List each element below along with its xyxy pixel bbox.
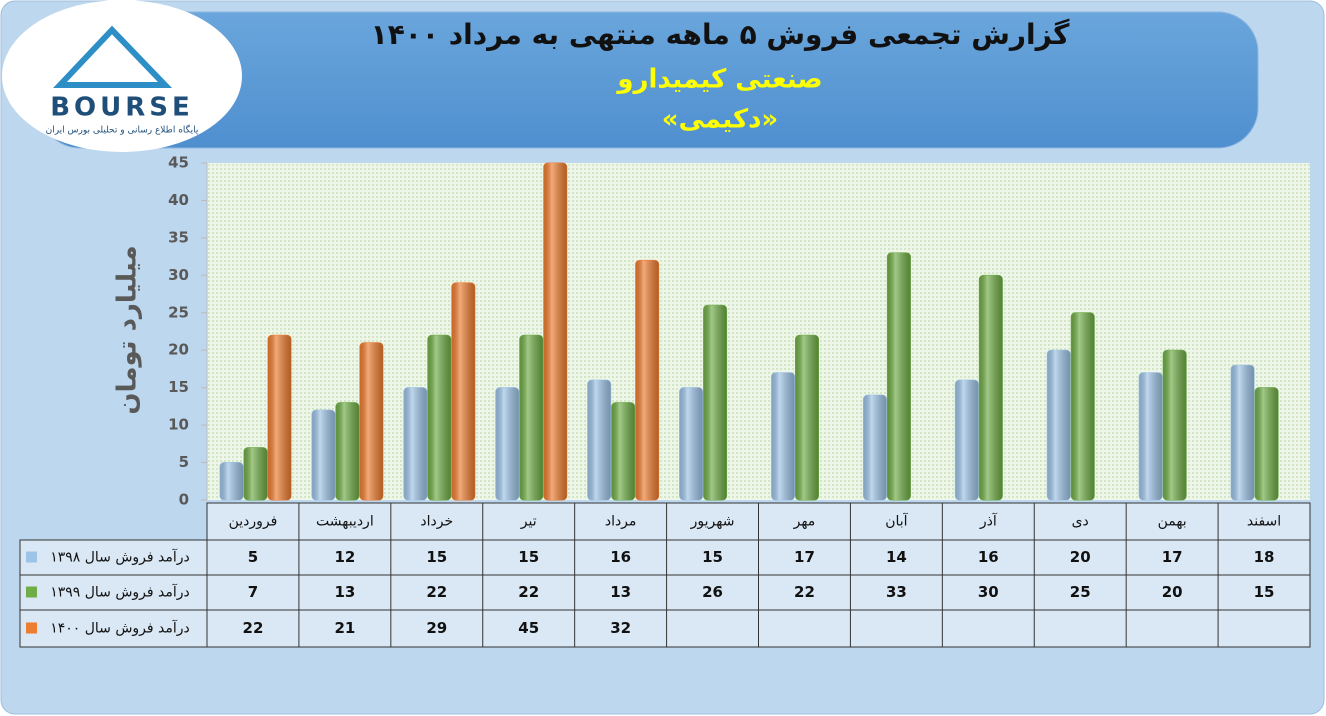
y-tick-label: 25: [168, 303, 189, 321]
legend-swatch: [26, 586, 37, 598]
bar-shade: [863, 395, 887, 500]
bar-shade: [1163, 350, 1187, 500]
bar-shade: [403, 387, 427, 500]
bar-shade: [519, 335, 543, 500]
bar-shade: [1071, 312, 1095, 500]
bar-shade: [771, 372, 795, 500]
y-tick-label: 35: [168, 228, 189, 246]
data-label: 22: [426, 583, 447, 601]
logo-text: BOURSE: [50, 93, 194, 123]
bar-shade: [979, 275, 1003, 500]
legend-swatch: [26, 622, 37, 634]
bar-shade: [703, 305, 727, 500]
logo-mark: [53, 25, 173, 88]
y-tick-label: 10: [168, 416, 189, 434]
bar-shade: [887, 252, 911, 500]
bar-shade: [268, 335, 291, 500]
data-label: 14: [886, 548, 907, 566]
legend-label: درآمد فروش سال ۱۳۹۹: [50, 584, 190, 601]
data-label: 18: [1254, 548, 1275, 566]
chart-title: گزارش تجمعی فروش ۵ ماهه منتهی به مرداد ۱…: [371, 18, 1070, 51]
data-label: 13: [334, 583, 355, 601]
bar-shade: [679, 387, 703, 500]
plot-area: [207, 163, 1310, 500]
y-tick-label: 40: [168, 191, 189, 209]
x-tick-label: شهریور: [690, 514, 735, 530]
bar-shade: [1255, 387, 1279, 500]
data-label: 15: [1254, 583, 1275, 601]
data-label: 22: [794, 583, 815, 601]
y-tick-label: 5: [179, 453, 189, 471]
data-label: 21: [334, 619, 355, 637]
data-label: 7: [248, 583, 258, 601]
table-bg: [19, 539, 1311, 648]
chart-subtitle: صنعتی کیمیدارو: [615, 65, 822, 95]
bar-shade: [495, 387, 519, 500]
data-label: 13: [610, 583, 631, 601]
bar-shade: [244, 447, 267, 500]
bar-shade: [635, 260, 659, 500]
data-label: 22: [243, 619, 264, 637]
bar-shade: [220, 462, 243, 500]
data-label: 5: [248, 548, 258, 566]
y-tick-label: 30: [168, 266, 189, 284]
data-label: 30: [978, 583, 999, 601]
x-tick-label: آبان: [885, 513, 908, 530]
data-label: 33: [886, 583, 907, 601]
y-tick-label: 0: [179, 491, 189, 509]
x-tick-label: بهمن: [1158, 514, 1187, 530]
y-axis-label: میلیارد تومان: [113, 245, 143, 414]
y-tick-label: 45: [168, 154, 189, 172]
bar-shade: [955, 380, 979, 500]
x-tick-label: خرداد: [420, 514, 453, 530]
data-label: 12: [334, 548, 355, 566]
logo-caption: پایگاه اطلاع رسانی و تحلیلی بورس ایران: [46, 124, 199, 136]
bar-shade: [543, 163, 567, 500]
data-label: 17: [1162, 548, 1183, 566]
data-label: 17: [794, 548, 815, 566]
bar-shade: [335, 402, 359, 500]
x-tick-label: دی: [1072, 514, 1089, 530]
legend-label: درآمد فروش سال ۱۴۰۰: [50, 620, 190, 637]
bar-shade: [451, 282, 475, 500]
x-tick-label: مهر: [793, 514, 816, 530]
data-label: 26: [702, 583, 723, 601]
bar-shade: [311, 410, 335, 500]
data-label: 25: [1070, 583, 1091, 601]
bar-shade: [795, 335, 819, 500]
data-label: 15: [426, 548, 447, 566]
bar-shade: [1047, 350, 1071, 500]
bar-shade: [587, 380, 611, 500]
bar-shade: [359, 342, 383, 500]
data-label: 20: [1162, 583, 1183, 601]
x-tick-label: مرداد: [605, 514, 637, 530]
data-label: 16: [610, 548, 631, 566]
data-label: 15: [518, 548, 539, 566]
x-tick-label: فروردین: [229, 514, 278, 530]
data-label: 20: [1070, 548, 1091, 566]
data-label: 29: [426, 619, 447, 637]
y-tick-label: 15: [168, 378, 189, 396]
data-label: 22: [518, 583, 539, 601]
ticker: «دکیمی»: [662, 105, 778, 135]
data-label: 15: [702, 548, 723, 566]
x-tick-label: اردیبهشت: [316, 514, 374, 530]
data-label: 32: [610, 619, 631, 637]
data-label: 16: [978, 548, 999, 566]
logo-bg: [2, 0, 242, 152]
x-tick-label: اسفند: [1247, 514, 1281, 530]
bar-shade: [611, 402, 635, 500]
x-tick-label: تیر: [520, 514, 537, 530]
bar-shade: [1231, 365, 1255, 500]
data-label: 45: [518, 619, 539, 637]
x-tick-label: آذر: [979, 513, 998, 530]
y-tick-label: 20: [168, 341, 189, 359]
bar-shade: [1139, 372, 1163, 500]
bar-shade: [427, 335, 451, 500]
legend-label: درآمد فروش سال ۱۳۹۸: [50, 549, 190, 566]
legend-swatch: [26, 551, 37, 563]
